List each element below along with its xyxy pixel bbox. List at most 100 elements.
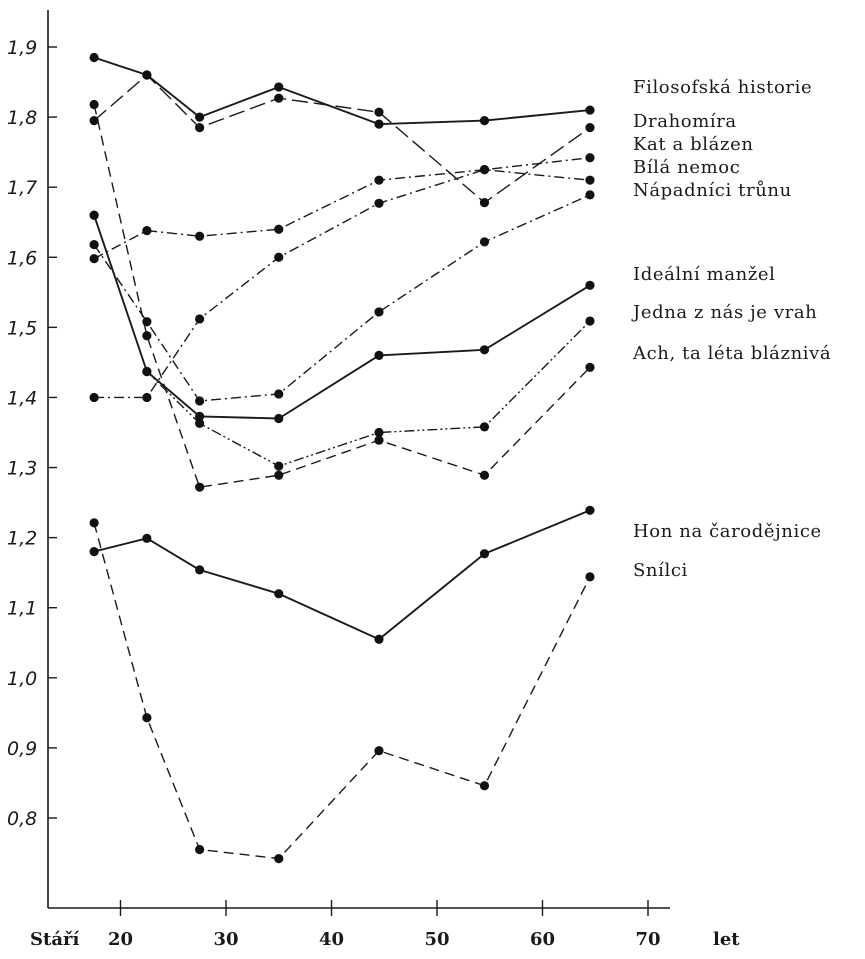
data-point — [374, 107, 384, 117]
data-point — [89, 254, 99, 264]
data-point — [142, 366, 152, 377]
data-point — [142, 331, 152, 341]
data-point — [89, 115, 99, 126]
data-point — [142, 392, 152, 403]
data-point — [195, 314, 205, 324]
data-point — [585, 190, 595, 200]
data-point — [585, 316, 595, 326]
data-point — [142, 713, 152, 723]
data-points — [89, 52, 595, 864]
data-point — [374, 634, 384, 644]
data-point — [479, 470, 490, 480]
data-point — [479, 549, 490, 559]
data-point — [195, 396, 205, 406]
x-axis-label: Stáří — [30, 929, 79, 950]
data-point — [142, 226, 152, 236]
data-point — [89, 547, 99, 557]
series-label: Ach, ta léta bláznivá — [632, 343, 831, 364]
data-point — [374, 427, 384, 438]
x-tick-label: 40 — [319, 929, 344, 950]
series-line — [93, 56, 591, 126]
data-point — [479, 345, 490, 355]
data-point — [89, 240, 99, 250]
data-point — [142, 70, 152, 80]
data-point — [89, 99, 99, 110]
y-tick-label: 1,8 — [7, 107, 37, 129]
y-tick-label: 1,2 — [7, 528, 37, 550]
data-point — [195, 418, 205, 428]
data-point — [142, 317, 152, 327]
data-point — [195, 123, 205, 133]
data-point — [274, 224, 284, 234]
data-point — [274, 589, 284, 599]
data-point — [274, 82, 284, 92]
series-label: Filosofská historie — [633, 77, 812, 98]
y-tick-label: 1,9 — [7, 37, 37, 59]
x-tick-label: 20 — [108, 929, 133, 950]
x-tick-label: 70 — [635, 929, 660, 950]
data-point — [274, 93, 284, 103]
data-point — [374, 307, 384, 317]
series-line — [93, 509, 591, 641]
data-point — [374, 198, 384, 208]
data-point — [142, 533, 152, 543]
data-point — [195, 482, 205, 492]
series-lines — [93, 56, 591, 860]
x-axis-unit: let — [713, 929, 740, 950]
y-tick-label: 1,6 — [7, 247, 37, 269]
data-point — [374, 119, 384, 129]
data-point — [585, 153, 595, 163]
data-point — [195, 844, 205, 855]
data-point — [374, 350, 384, 360]
y-tick-label: 0,9 — [7, 738, 37, 760]
data-point — [195, 411, 205, 421]
data-point — [274, 461, 284, 471]
data-point — [89, 210, 99, 220]
data-point — [274, 854, 284, 864]
series-label: Drahomíra — [633, 111, 737, 132]
data-point — [585, 105, 595, 115]
data-point — [479, 237, 490, 247]
data-point — [89, 518, 99, 528]
data-point — [195, 565, 205, 575]
data-point — [585, 505, 595, 515]
data-point — [274, 413, 284, 424]
data-point — [585, 175, 595, 185]
data-point — [585, 362, 595, 372]
data-point — [195, 112, 205, 122]
y-tick-label: 1,3 — [7, 458, 37, 480]
data-point — [195, 231, 205, 241]
series-label: Ideální manžel — [633, 264, 776, 285]
series-line — [93, 214, 591, 420]
series-label: Hon na čarodějnice — [633, 521, 822, 542]
y-tick-label: 1,4 — [7, 387, 37, 409]
series-label: Jedna z nás je vrah — [631, 302, 817, 323]
y-tick-label: 1,0 — [7, 668, 37, 690]
series-label: Snílci — [633, 560, 688, 581]
data-point — [585, 280, 595, 290]
y-tick-label: 0,8 — [7, 808, 37, 830]
series-label: Kat a blázen — [633, 134, 754, 155]
data-point — [585, 572, 595, 582]
data-point — [585, 123, 595, 133]
series-label: Nápadníci trůnu — [633, 179, 792, 201]
data-point — [274, 252, 284, 262]
y-tick-label: 1,1 — [7, 598, 37, 620]
x-tick-label: 50 — [424, 929, 449, 950]
series-line — [93, 522, 591, 860]
series-line — [93, 104, 591, 488]
data-point — [274, 389, 284, 399]
series-line — [94, 157, 591, 399]
data-point — [274, 470, 284, 480]
x-tick-label: 60 — [530, 929, 555, 950]
series-line — [93, 168, 591, 260]
data-point — [89, 392, 99, 403]
data-point — [479, 422, 490, 432]
data-point — [374, 746, 384, 756]
data-point — [479, 165, 490, 175]
x-tick-label: 30 — [213, 929, 238, 950]
series-line — [93, 74, 591, 204]
data-point — [479, 197, 490, 208]
y-tick-label: 1,5 — [7, 317, 37, 339]
